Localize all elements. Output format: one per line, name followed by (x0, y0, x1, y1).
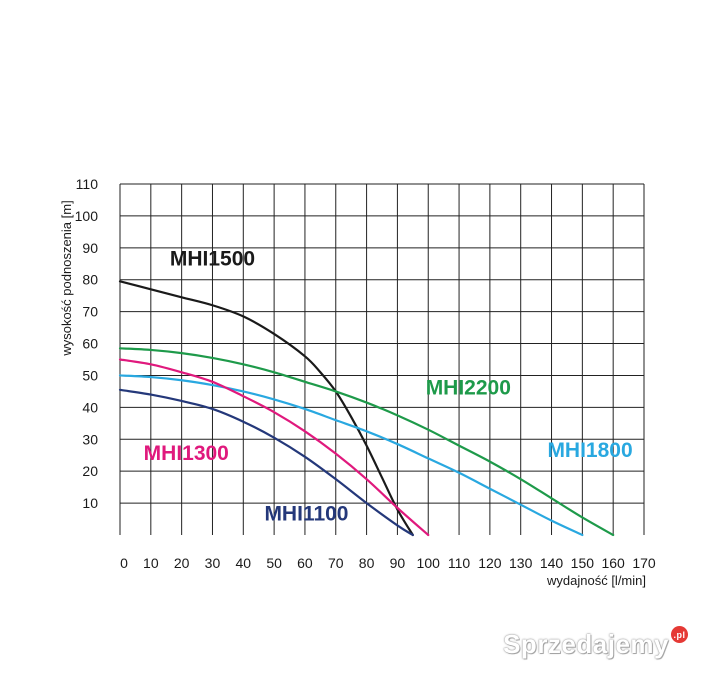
x-tick-label: 30 (205, 555, 221, 571)
series-line-mhi1500 (118, 280, 414, 537)
y-axis-label: wysokość podnoszenia [m] (59, 200, 74, 356)
x-tick-label: 100 (417, 555, 441, 571)
y-tick-label: 40 (82, 399, 98, 415)
x-tick-label: 110 (448, 555, 471, 571)
series-label-mhi1100: MHI1100 (264, 503, 348, 526)
series-label-mhi1800: MHI1800 (547, 439, 632, 462)
x-tick-label: 60 (297, 555, 313, 571)
x-tick-label: 0 (120, 555, 128, 571)
y-tick-label: 70 (82, 304, 98, 320)
x-tick-label: 120 (478, 555, 502, 571)
x-tick-label: 40 (236, 555, 252, 571)
watermark-logo: Sprzedajemy .pl (503, 626, 688, 660)
series-label-mhi2200: MHI2200 (426, 377, 511, 400)
series-line-mhi1800 (118, 374, 584, 537)
axis-ticks: 0 10 20 30 40 50 60 70 80 90 100 110 120 130 140 150 160… (75, 176, 656, 571)
x-tick-label: 20 (174, 555, 190, 571)
y-tick-label: 110 (76, 176, 99, 192)
x-axis-label: wydajność [l/min] (546, 573, 646, 588)
y-tick-label: 10 (82, 495, 98, 511)
x-tick-label: 50 (266, 555, 282, 571)
series-label-mhi1500: MHI1500 (170, 247, 255, 270)
series-label-mhi1300: MHI1300 (144, 442, 229, 465)
y-tick-label: 80 (82, 272, 98, 288)
x-tick-label: 160 (601, 555, 625, 571)
x-tick-label: 80 (359, 555, 375, 571)
y-tick-label: 100 (75, 208, 99, 224)
grid (119, 183, 645, 535)
x-tick-label: 130 (509, 555, 533, 571)
x-tick-label: 70 (328, 555, 344, 571)
series-lines (118, 280, 615, 537)
x-tick-label: 150 (571, 555, 595, 571)
series-line-mhi1100 (118, 388, 414, 537)
y-tick-label: 60 (82, 336, 98, 352)
x-tick-label: 90 (390, 555, 406, 571)
y-tick-label: 30 (82, 431, 98, 447)
watermark-text: Sprzedajemy (503, 629, 669, 659)
y-tick-label: 50 (82, 367, 98, 383)
y-tick-label: 20 (82, 463, 98, 479)
x-tick-label: 10 (143, 555, 159, 571)
watermark-badge: .pl (671, 626, 688, 643)
series-line-mhi1300 (118, 358, 430, 537)
y-tick-label: 90 (82, 240, 98, 256)
x-tick-label: 170 (632, 555, 656, 571)
series-line-mhi2200 (118, 347, 615, 537)
series-labels: MHI1500 MHI2200 MHI1800 MHI1300 MHI1100 (144, 247, 633, 525)
x-tick-label: 140 (540, 555, 564, 571)
